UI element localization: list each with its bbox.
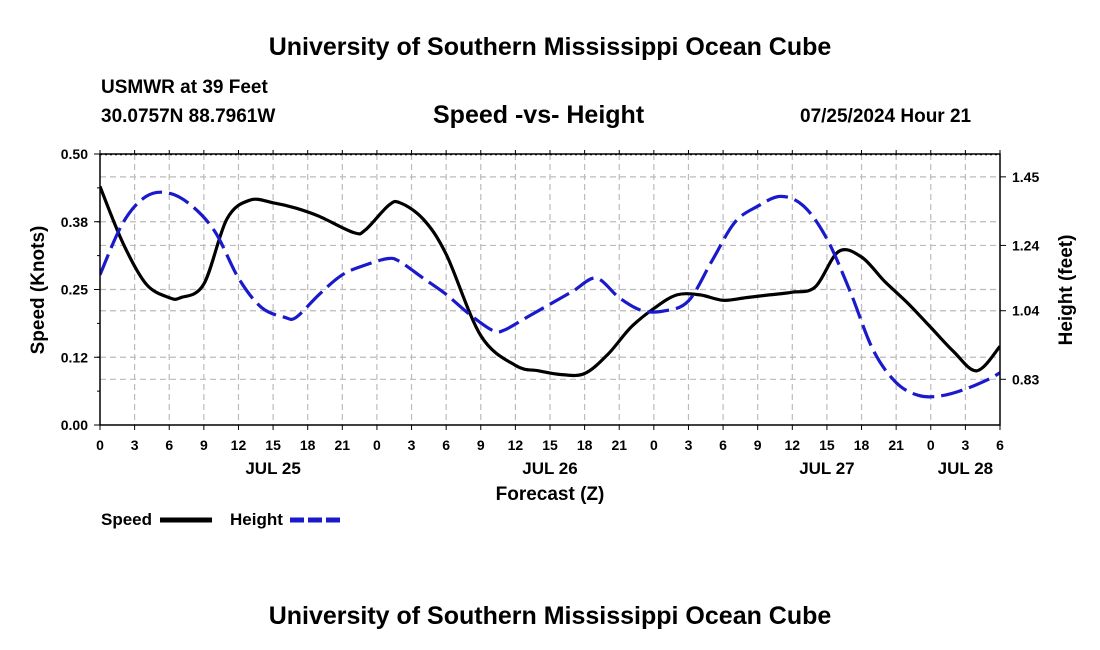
x-tick-label: 0 xyxy=(373,437,381,453)
x-tick-label: 15 xyxy=(819,437,835,453)
x-date-label: JUL 28 xyxy=(938,459,993,478)
x-tick-label: 18 xyxy=(577,437,593,453)
y2-tick-label: 1.45 xyxy=(1012,169,1039,185)
x-tick-label: 0 xyxy=(96,437,104,453)
x-tick-label: 6 xyxy=(165,437,173,453)
axis-labels: 0 3 6 9 12 15 18 21 0 3 6 9 12 15 18 21 0 3 6 9 12 15 18 21 0 3 6J… xyxy=(61,146,1040,478)
x-tick-label: 3 xyxy=(131,437,139,453)
y-axis-title: Speed (Knots) xyxy=(28,226,49,355)
y-tick-label: 0.00 xyxy=(61,417,88,433)
x-date-label: JUL 25 xyxy=(245,459,300,478)
x-tick-label: 6 xyxy=(442,437,450,453)
footer-title: University of Southern Mississippi Ocean… xyxy=(268,602,832,630)
forecast-datetime: 07/25/2024 Hour 21 xyxy=(800,106,972,127)
x-tick-label: 0 xyxy=(927,437,935,453)
grid xyxy=(100,153,1000,425)
x-tick-label: 9 xyxy=(477,437,485,453)
y2-tick-label: 1.04 xyxy=(1012,303,1039,319)
legend-speed-label: Speed xyxy=(101,510,152,529)
y2-axis-title: Height (feet) xyxy=(1056,235,1077,346)
page-title: University of Southern Mississippi Ocean… xyxy=(268,33,832,61)
x-tick-label: 3 xyxy=(961,437,969,453)
chart-subtitle: Speed -vs- Height xyxy=(433,101,645,129)
y-tick-label: 0.50 xyxy=(61,146,88,162)
x-tick-label: 0 xyxy=(650,437,658,453)
legend: Speed Height xyxy=(101,510,342,529)
x-tick-label: 6 xyxy=(996,437,1004,453)
y2-tick-label: 1.24 xyxy=(1012,237,1039,253)
x-tick-label: 21 xyxy=(335,437,351,453)
y-tick-label: 0.25 xyxy=(61,282,88,298)
axis-ticks xyxy=(94,150,1006,430)
x-axis-title: Forecast (Z) xyxy=(496,484,605,505)
station-coordinates: 30.0757N 88.7961W xyxy=(101,106,276,127)
station-label: USMWR at 39 Feet xyxy=(101,77,268,98)
plot-frame xyxy=(99,153,1001,426)
x-tick-label: 15 xyxy=(265,437,281,453)
x-tick-label: 18 xyxy=(300,437,316,453)
y2-tick-label: 0.83 xyxy=(1012,371,1039,387)
y-tick-label: 0.38 xyxy=(61,214,88,230)
x-tick-label: 21 xyxy=(888,437,904,453)
x-tick-label: 18 xyxy=(854,437,870,453)
x-tick-label: 15 xyxy=(542,437,558,453)
series-lines xyxy=(100,185,1000,399)
x-tick-label: 3 xyxy=(408,437,416,453)
x-date-label: JUL 26 xyxy=(522,459,577,478)
x-tick-label: 9 xyxy=(754,437,762,453)
x-tick-label: 9 xyxy=(200,437,208,453)
series-line-speed xyxy=(100,185,1000,378)
x-tick-label: 12 xyxy=(231,437,247,453)
x-tick-label: 21 xyxy=(611,437,627,453)
y-tick-label: 0.12 xyxy=(61,349,88,365)
series-line-height xyxy=(100,190,1000,399)
x-tick-label: 3 xyxy=(685,437,693,453)
x-tick-label: 12 xyxy=(508,437,524,453)
legend-height-label: Height xyxy=(230,510,283,529)
x-tick-label: 12 xyxy=(785,437,801,453)
x-tick-label: 6 xyxy=(719,437,727,453)
x-date-label: JUL 27 xyxy=(799,459,854,478)
